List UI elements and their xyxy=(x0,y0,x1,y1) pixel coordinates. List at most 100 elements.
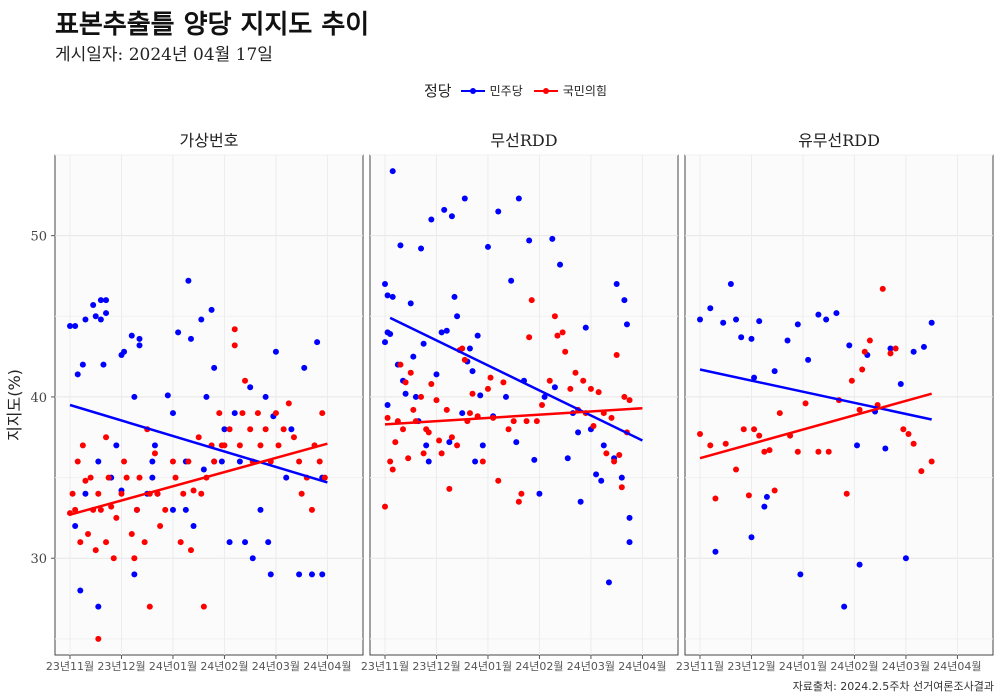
data-point xyxy=(103,297,110,304)
y-tick-label: 30 xyxy=(30,552,47,567)
data-point xyxy=(389,466,396,473)
data-point xyxy=(149,458,156,465)
x-tick-label: 23년12월 xyxy=(412,660,460,673)
data-point xyxy=(262,393,269,400)
data-point xyxy=(590,422,597,429)
data-point xyxy=(236,458,243,465)
data-point xyxy=(697,431,703,438)
data-point xyxy=(296,571,303,578)
legend: 정당 민주당 국민의힘 xyxy=(424,80,617,101)
data-point xyxy=(200,603,207,610)
data-point xyxy=(69,490,76,497)
data-point xyxy=(897,381,904,388)
data-point xyxy=(549,235,556,242)
x-tick-label: 24년02월 xyxy=(830,660,878,673)
data-point xyxy=(175,329,182,336)
data-point xyxy=(131,393,138,400)
data-point xyxy=(407,369,414,376)
data-point xyxy=(531,456,538,463)
data-point xyxy=(74,458,81,465)
data-point xyxy=(794,321,801,328)
data-point xyxy=(97,316,104,323)
x-tick-label: 24년03월 xyxy=(252,660,300,673)
x-tick-label: 24년02월 xyxy=(200,660,248,673)
data-point xyxy=(85,531,92,538)
x-tick-label: 24년03월 xyxy=(567,660,615,673)
data-point xyxy=(436,437,443,444)
panel-strip-label: 유무선RDD xyxy=(798,131,880,150)
data-point xyxy=(79,442,86,449)
data-point xyxy=(771,487,778,494)
data-point xyxy=(733,316,740,323)
y-axis-title: 지지도(%) xyxy=(5,369,24,441)
data-point xyxy=(825,448,832,455)
panel-background xyxy=(54,154,364,656)
data-point xyxy=(169,458,176,465)
data-point xyxy=(920,343,927,350)
data-point xyxy=(95,635,102,642)
data-point xyxy=(226,426,233,433)
x-tick-label: 24년04월 xyxy=(303,660,351,673)
data-point xyxy=(451,293,458,300)
x-tick-label: 24년01월 xyxy=(149,660,197,673)
data-point xyxy=(400,426,407,433)
data-point xyxy=(82,490,89,497)
data-point xyxy=(479,458,486,465)
data-point xyxy=(121,458,128,465)
data-point xyxy=(776,410,783,417)
data-point xyxy=(479,442,486,449)
data-point xyxy=(751,426,758,433)
data-point xyxy=(397,242,404,249)
data-point xyxy=(262,426,269,433)
data-point xyxy=(469,368,476,375)
y-tick-label: 50 xyxy=(30,230,47,245)
data-point xyxy=(905,431,912,438)
data-point xyxy=(428,381,435,388)
legend-swatch-minjoo xyxy=(460,87,485,94)
data-point xyxy=(211,458,218,465)
data-point xyxy=(854,442,861,449)
data-point xyxy=(626,397,633,404)
data-point xyxy=(87,474,94,481)
data-point xyxy=(523,418,530,425)
data-point xyxy=(621,297,628,304)
data-point xyxy=(771,368,778,375)
data-point xyxy=(487,374,494,381)
data-point xyxy=(164,392,171,399)
data-point xyxy=(412,393,419,400)
x-tick-label: 24년04월 xyxy=(618,660,666,673)
data-point xyxy=(567,385,574,392)
data-point xyxy=(405,455,412,462)
x-tick-label: 24년04월 xyxy=(933,660,981,673)
data-point xyxy=(314,339,321,346)
data-point xyxy=(887,345,894,352)
data-point xyxy=(221,442,228,449)
trend-line xyxy=(384,406,643,426)
data-point xyxy=(446,439,453,446)
data-point xyxy=(541,393,548,400)
data-point xyxy=(866,337,873,344)
data-point xyxy=(720,319,727,326)
data-point xyxy=(218,458,225,465)
data-point xyxy=(285,400,292,407)
data-point xyxy=(733,466,740,473)
data-point xyxy=(928,458,935,465)
data-point xyxy=(382,503,388,510)
data-point xyxy=(198,316,205,323)
data-point xyxy=(103,434,110,441)
data-point xyxy=(536,490,543,497)
data-point xyxy=(392,439,399,446)
data-point xyxy=(298,490,305,497)
x-tick-label: 24년02월 xyxy=(515,660,563,673)
y-tick-label: 40 xyxy=(30,391,47,406)
data-point xyxy=(267,571,274,578)
data-point xyxy=(283,474,290,481)
data-point xyxy=(902,555,909,562)
data-point xyxy=(231,326,238,333)
data-point xyxy=(95,603,102,610)
data-point xyxy=(301,364,308,371)
data-point xyxy=(900,426,907,433)
legend-title: 정당 xyxy=(424,82,452,100)
trend-line xyxy=(699,368,932,421)
data-point xyxy=(382,281,388,288)
